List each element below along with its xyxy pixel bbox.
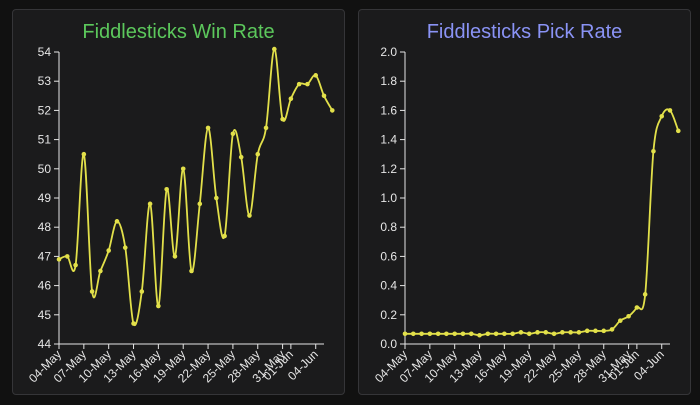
pick-rate-data-point[interactable] [402,331,408,337]
win-rate-y-tick-label: 45 [38,308,52,322]
pick-rate-chart: 0.00.20.40.60.81.01.21.41.61.82.004-May0… [372,45,681,385]
pick-rate-data-point[interactable] [518,330,524,335]
win-rate-title: Fiddlesticks Win Rate [82,21,275,43]
win-rate-data-point[interactable] [147,201,153,207]
win-rate-data-point[interactable] [73,262,78,268]
win-rate-data-point[interactable] [106,248,111,253]
win-rate-data-point[interactable] [89,289,95,294]
win-rate-panel: Fiddlesticks Win Rate 44 45 46 47 48 49 50 51 52… [12,9,345,395]
pick-rate-data-point[interactable] [675,128,681,134]
pick-rate-data-point[interactable] [460,331,466,337]
win-rate-data-point[interactable] [247,213,252,218]
win-rate-data-point[interactable] [197,201,203,207]
pick-rate-data-point[interactable] [667,108,673,113]
win-rate-data-point[interactable] [280,116,285,122]
win-rate-data-point[interactable] [305,81,310,87]
pick-rate-data-point[interactable] [659,113,665,119]
pick-rate-data-point[interactable] [510,331,515,337]
pick-rate-y-tick-label: 0.6 [380,249,397,263]
pick-rate-data-point[interactable] [444,331,449,337]
pick-rate-data-point[interactable] [477,332,482,338]
win-rate-data-point[interactable] [230,131,236,137]
pick-rate-data-point[interactable] [634,305,640,310]
pick-rate-y-tick-label: 2.0 [380,45,397,59]
pick-rate-data-point[interactable] [551,331,557,337]
pick-rate-data-point[interactable] [493,331,499,337]
win-rate-data-point[interactable] [313,73,319,78]
win-rate-y-tick-label: 48 [38,220,52,234]
win-rate-data-point[interactable] [329,108,335,113]
win-rate-data-point[interactable] [321,93,327,99]
pick-rate-panel: Fiddlesticks Pick Rate 0.0 0.2 0.4 0.6 0.8 1.… [358,9,691,395]
pick-rate-data-point[interactable] [560,330,565,335]
win-rate-data-point[interactable] [56,257,62,262]
pick-rate-y-tick-label: 1.6 [380,103,397,117]
win-rate-data-point[interactable] [205,125,211,131]
pick-rate-y-tick-label: 1.2 [380,162,397,176]
pick-rate-y-tick-label: 1.8 [380,74,397,88]
pick-rate-data-point[interactable] [502,331,507,337]
win-rate-y-tick-label: 51 [38,133,52,147]
win-rate-data-point[interactable] [180,166,186,172]
win-rate-y-tick-label: 47 [38,249,52,263]
win-rate-data-point[interactable] [172,254,178,259]
pick-rate-data-point[interactable] [468,331,474,337]
win-rate-data-point[interactable] [131,321,136,326]
win-rate-y-tick-label: 49 [38,191,52,205]
pick-rate-data-point[interactable] [584,328,590,334]
pick-rate-data-point[interactable] [535,330,540,335]
win-rate-data-point[interactable] [255,151,261,157]
win-rate-data-point[interactable] [139,289,145,294]
pick-rate-data-point[interactable] [543,330,549,335]
win-rate-data-point[interactable] [189,268,194,274]
pick-rate-data-point[interactable] [626,313,631,319]
pick-rate-data-point[interactable] [601,328,607,334]
pick-rate-data-point[interactable] [642,292,648,297]
win-rate-data-point[interactable] [156,303,161,309]
win-rate-data-point[interactable] [64,254,70,259]
pick-rate-data-point[interactable] [576,330,582,335]
win-rate-data-point[interactable] [238,154,244,160]
win-rate-data-point[interactable] [296,81,302,87]
pick-rate-data-point[interactable] [435,331,441,337]
pick-rate-data-point[interactable] [452,331,457,337]
pick-rate-data-point[interactable] [410,331,416,337]
pick-rate-series-line [405,108,680,337]
win-rate-data-point[interactable] [222,233,227,239]
win-rate-y-tick-label: 54 [38,45,52,59]
win-rate-series-line [58,48,334,327]
pick-rate-data-point[interactable] [568,330,573,335]
win-rate-data-point[interactable] [288,96,294,102]
pick-rate-y-tick-label: 0.2 [380,308,397,322]
win-rate-data-point[interactable] [81,151,87,157]
pick-rate-data-point[interactable] [651,148,656,154]
pick-rate-y-tick-label: 0.0 [380,337,397,351]
win-rate-y-tick-label: 46 [38,279,52,293]
win-rate-data-point[interactable] [98,268,103,274]
pick-rate-data-point[interactable] [609,327,615,332]
win-rate-y-tick-label: 53 [38,74,52,88]
win-rate-chart: 444546474849505152535404-May07-May10-May… [26,45,335,385]
pick-rate-data-point[interactable] [526,331,532,337]
win-rate-data-point[interactable] [272,46,277,52]
pick-rate-data-point[interactable] [618,318,623,323]
win-rate-data-point[interactable] [263,125,269,131]
pick-rate-data-point[interactable] [419,331,424,337]
win-rate-data-point[interactable] [164,186,169,192]
pick-rate-y-tick-label: 0.4 [380,279,397,293]
win-rate-y-tick-label: 52 [38,103,52,117]
pick-rate-title: Fiddlesticks Pick Rate [426,21,623,43]
pick-rate-y-tick-label: 1.0 [380,191,397,205]
pick-rate-data-point[interactable] [485,331,491,337]
win-rate-data-point[interactable] [122,245,128,250]
pick-rate-data-point[interactable] [427,331,433,337]
pick-rate-data-point[interactable] [593,328,598,334]
pick-rate-y-tick-label: 1.4 [380,133,397,147]
win-rate-y-tick-label: 50 [38,162,52,176]
win-rate-y-tick-label: 44 [38,337,52,351]
win-rate-data-point[interactable] [214,195,219,201]
pick-rate-y-tick-label: 0.8 [380,220,397,234]
win-rate-data-point[interactable] [114,219,120,224]
